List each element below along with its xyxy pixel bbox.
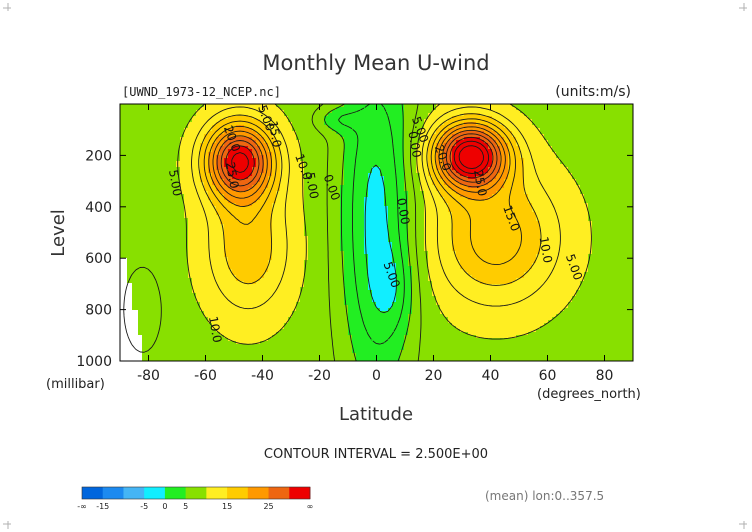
colorbar-swatch	[164, 487, 187, 499]
footer-note: (mean) lon:0..357.5	[485, 489, 604, 503]
contour-line	[177, 104, 592, 345]
colorbar-swatch	[123, 487, 145, 499]
contour-line	[216, 129, 502, 193]
chart-title: Monthly Mean U-wind	[262, 51, 489, 75]
colorbar-swatch	[185, 487, 207, 499]
x-tick-label: 0	[372, 368, 381, 384]
contour-line	[198, 113, 542, 286]
colorbar-tick-label: 0	[162, 502, 167, 511]
colorbar-swatch	[102, 487, 124, 499]
contour-line	[191, 106, 561, 310]
y-unit-label: (millibar)	[46, 377, 105, 392]
colorbar-swatch	[206, 487, 228, 499]
contour-line	[323, 104, 412, 361]
contour-line	[458, 145, 484, 170]
contour-label: 15.0	[266, 120, 284, 149]
colorbar-swatch	[268, 487, 290, 499]
x-tick-label: 40	[482, 368, 500, 384]
x-axis: -80 -60 -40 -20 0 20 40 60 80	[137, 104, 613, 384]
x-tick-label: -60	[194, 368, 217, 384]
colorbar-swatch	[82, 487, 104, 499]
units-label: (units:m/s)	[555, 84, 631, 100]
colorbar-tick-label: 25	[263, 502, 273, 511]
contour-label: 0.00	[394, 197, 412, 226]
x-tick-label: 80	[596, 368, 614, 384]
contour-line	[231, 140, 490, 174]
colorbar-swatch	[144, 487, 166, 499]
x-tick-label: -80	[137, 368, 160, 384]
contour-label: 5.00	[303, 171, 321, 200]
colorbar-swatch	[227, 487, 249, 499]
colorbar-frame	[81, 486, 311, 500]
colorbar-tick-label: -15	[96, 502, 109, 511]
colorbar: -∞ -15 -5 0 5 15 25 ∞	[77, 486, 314, 511]
contour-label: 10.0	[537, 235, 555, 264]
y-tick-label: 800	[85, 303, 112, 319]
y-axis-label: Level	[48, 209, 69, 257]
y-tick-label: 1000	[76, 354, 112, 370]
contour-line	[212, 126, 506, 199]
contour-lines	[123, 104, 592, 361]
x-tick-label: -40	[251, 368, 274, 384]
y-tick-label: 200	[85, 148, 112, 164]
colorbar-tick-label: -∞	[77, 502, 87, 511]
colorbar-swatch	[289, 487, 311, 499]
contour-line	[225, 136, 494, 181]
colorbar-swatch	[247, 487, 269, 499]
missing-data-region	[120, 258, 142, 361]
x-tick-label: -20	[308, 368, 331, 384]
contour-line	[338, 104, 405, 345]
x-tick-label: 20	[425, 368, 443, 384]
contour-interval-text: CONTOUR INTERVAL = 2.500E+00	[264, 447, 488, 462]
file-label: [UWND_1973-12_NCEP.nc]	[122, 85, 281, 99]
contour-label: 25.0	[471, 169, 489, 198]
corner-marks	[3, 3, 747, 529]
colorbar-tick-label: -5	[140, 502, 148, 511]
contour-label: 25.0	[223, 161, 241, 190]
contour-fills	[120, 104, 633, 361]
y-tick-label: 600	[85, 251, 112, 267]
contour-line	[208, 122, 511, 207]
contour-label: 0.00	[405, 130, 423, 159]
contour-line	[203, 118, 522, 266]
x-axis-label: Latitude	[339, 404, 413, 425]
colorbar-tick-label: 5	[183, 502, 188, 511]
x-unit-label: (degrees_north)	[537, 387, 641, 402]
x-tick-label: 60	[539, 368, 557, 384]
colorbar-tick-label: ∞	[307, 502, 314, 511]
contour-label: 5.00	[166, 169, 184, 198]
y-axis: 200 400 600 800 1000	[76, 148, 633, 370]
y-tick-label: 400	[85, 200, 112, 216]
colorbar-tick-label: 15	[222, 502, 232, 511]
contour-line	[220, 133, 498, 187]
contour-label: 10.0	[206, 315, 224, 344]
contour-line	[364, 164, 397, 314]
